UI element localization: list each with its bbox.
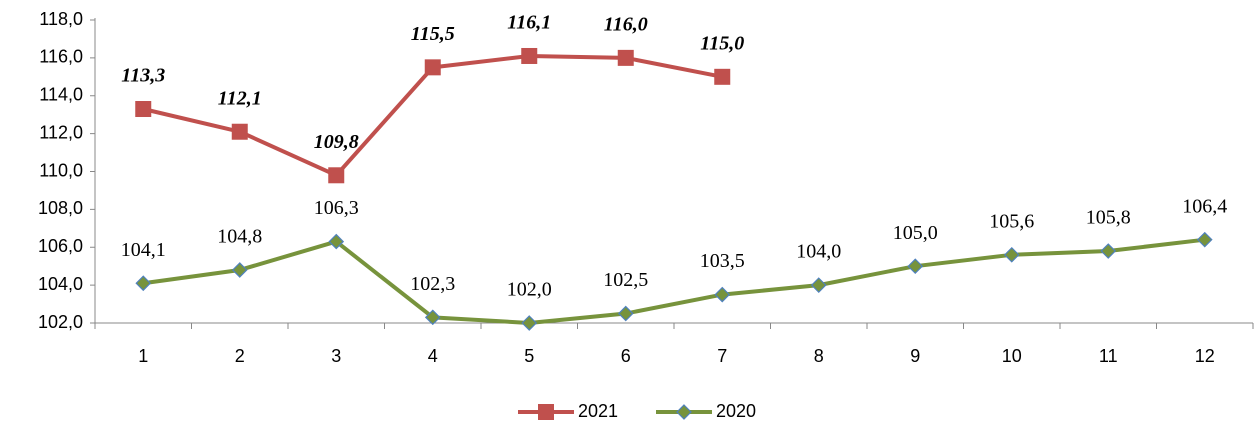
x-tick-label: 3 [331, 346, 341, 366]
x-tick-label: 5 [524, 346, 534, 366]
y-tick-label: 102,0 [38, 312, 83, 332]
x-tick-label: 9 [910, 346, 920, 366]
data-label: 105,0 [893, 222, 938, 244]
data-point [1196, 231, 1213, 248]
data-label: 102,3 [410, 273, 455, 295]
data-label: 103,5 [700, 250, 745, 272]
data-point [714, 286, 731, 303]
data-point [135, 275, 152, 292]
data-point [328, 167, 345, 184]
y-tick-label: 114,0 [39, 85, 83, 105]
data-point [231, 123, 248, 140]
x-tick-label: 12 [1195, 346, 1215, 366]
data-label: 104,8 [217, 226, 262, 248]
x-tick-label: 11 [1099, 346, 1118, 366]
data-point [907, 258, 924, 275]
data-label: 105,8 [1086, 207, 1131, 229]
x-tick-label: 2 [235, 346, 245, 366]
legend-label: 2021 [578, 401, 618, 421]
y-tick-label: 104,0 [38, 274, 83, 294]
data-label: 106,4 [1182, 195, 1227, 217]
data-point [521, 47, 538, 64]
data-point [424, 59, 441, 76]
data-point [617, 305, 634, 322]
y-tick-label: 108,0 [38, 198, 83, 218]
data-label: 115,5 [411, 23, 455, 45]
data-label: 115,0 [700, 32, 744, 54]
y-tick-label: 116,0 [39, 47, 83, 67]
x-tick-label: 6 [621, 346, 631, 366]
data-point [424, 309, 441, 326]
x-tick-label: 4 [428, 346, 438, 366]
data-label: 104,1 [121, 239, 166, 261]
x-tick-label: 7 [717, 346, 727, 366]
data-label: 116,1 [507, 12, 551, 34]
data-point [1003, 246, 1020, 263]
data-point [617, 49, 634, 66]
legend-marker [676, 404, 692, 420]
data-point [231, 262, 248, 278]
data-label: 113,3 [121, 65, 165, 87]
data-label: 106,3 [314, 197, 359, 219]
data-point [328, 233, 345, 250]
data-label: 116,0 [604, 13, 648, 35]
x-tick-label: 8 [814, 346, 824, 366]
data-label: 109,8 [314, 131, 359, 153]
data-point [810, 277, 827, 293]
data-label: 104,0 [796, 241, 841, 263]
series-line [142, 237, 1205, 325]
data-label: 102,0 [507, 279, 552, 301]
x-tick-label: 10 [1002, 346, 1022, 366]
legend-label: 2020 [716, 401, 756, 421]
data-point [135, 101, 152, 118]
y-tick-label: 118,0 [39, 9, 83, 29]
data-label: 105,6 [989, 210, 1034, 232]
data-label: 102,5 [603, 269, 648, 291]
data-point [521, 315, 538, 331]
y-tick-label: 110,0 [39, 160, 83, 180]
x-tick-label: 1 [138, 346, 148, 366]
legend-marker [538, 404, 554, 420]
data-point [1100, 243, 1117, 259]
data-label: 112,1 [218, 87, 262, 109]
data-point [714, 68, 731, 85]
y-tick-label: 106,0 [38, 236, 83, 256]
y-tick-label: 112,0 [39, 122, 83, 142]
